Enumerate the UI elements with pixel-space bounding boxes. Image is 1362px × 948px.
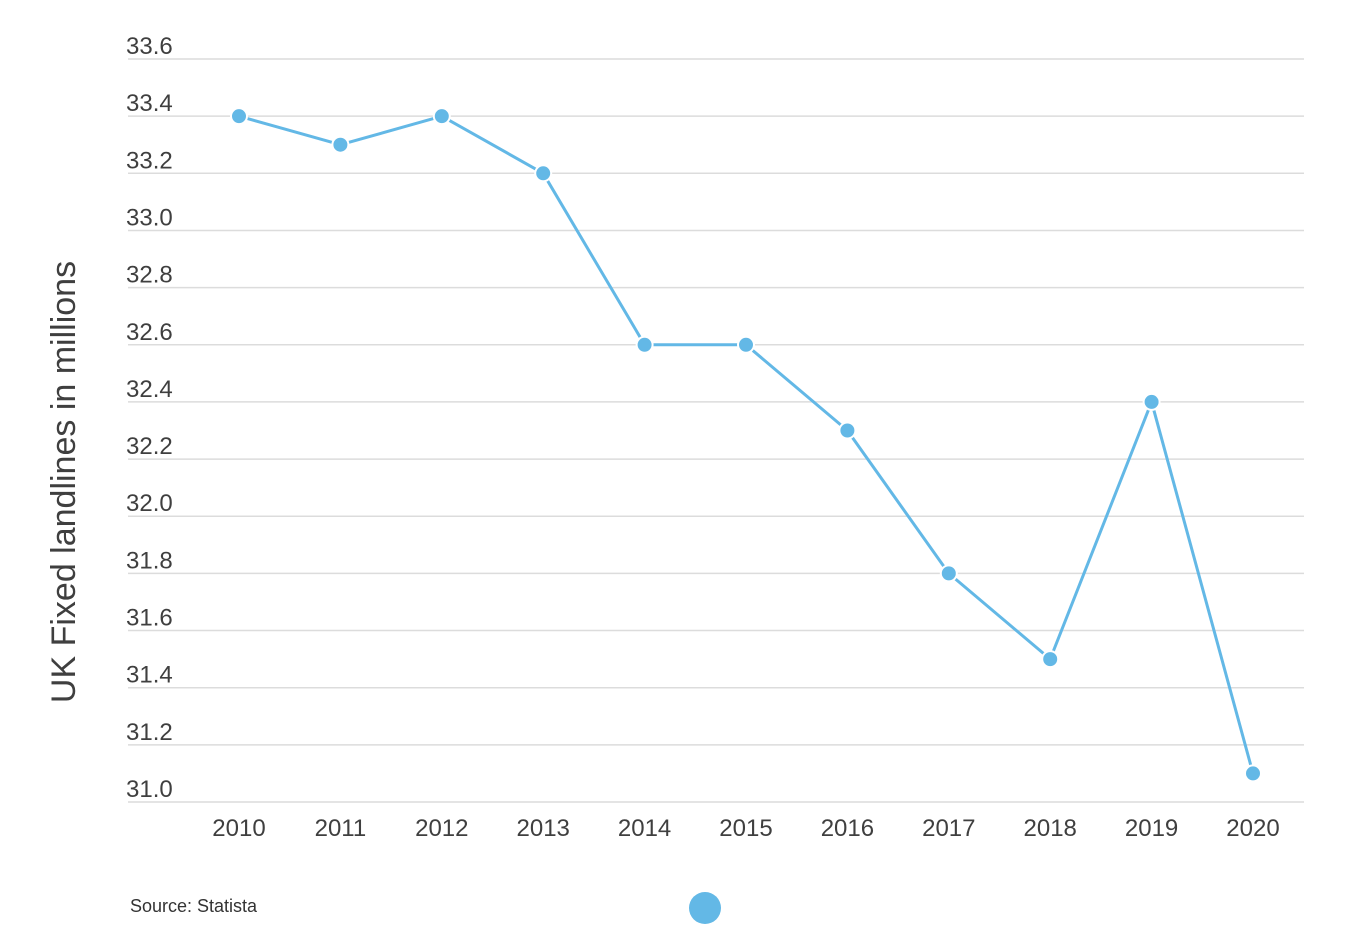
y-tick-label: 32.4 [126, 376, 173, 403]
data-point[interactable] [1142, 392, 1161, 411]
x-tick-label: 2014 [618, 815, 671, 842]
x-tick-label: 2019 [1125, 815, 1178, 842]
data-point[interactable] [1041, 650, 1060, 669]
series-line [238, 114, 1255, 774]
data-point[interactable] [737, 335, 755, 354]
x-tick-label: 2010 [212, 815, 265, 842]
y-tick-label: 32.0 [126, 490, 173, 517]
data-point[interactable] [1244, 764, 1262, 783]
y-tick-label: 31.4 [126, 662, 173, 689]
y-axis-label: UK Fixed landlines in millions [45, 261, 83, 703]
y-tick-label: 33.2 [126, 147, 173, 174]
data-point[interactable] [432, 107, 451, 126]
x-tick-label: 2020 [1226, 815, 1279, 842]
y-tick-labels: 31.0 31.2 31.4 31.6 31.8 32.0 32.2 32.4 32.6 32.8… [126, 33, 173, 803]
x-tick-label: 2012 [415, 815, 468, 842]
legend-marker[interactable] [689, 892, 721, 924]
x-tick-labels: 2010 2011 2012 2013 2014 2015 2016 2017 2018 2019… [212, 815, 1279, 842]
y-tick-label: 33.4 [126, 90, 173, 117]
x-tick-label: 2018 [1024, 815, 1077, 842]
source-note: Source: Statista [130, 896, 258, 916]
y-tick-label: 31.8 [126, 547, 173, 574]
data-point[interactable] [939, 564, 958, 583]
y-tick-label: 32.8 [126, 262, 173, 289]
x-tick-label: 2013 [517, 815, 570, 842]
y-tick-label: 32.2 [126, 433, 173, 460]
y-tick-label: 31.0 [126, 776, 173, 803]
data-point[interactable] [838, 421, 857, 440]
grid-lines [128, 58, 1304, 803]
y-tick-label: 32.6 [126, 319, 173, 346]
data-point[interactable] [230, 107, 248, 126]
y-tick-label: 33.6 [126, 33, 173, 60]
data-point[interactable] [534, 164, 553, 183]
data-point[interactable] [331, 135, 350, 154]
x-tick-label: 2011 [315, 815, 367, 842]
x-tick-label: 2016 [821, 815, 874, 842]
y-tick-label: 31.6 [126, 605, 173, 632]
data-point[interactable] [635, 335, 654, 354]
series-layer [230, 107, 1262, 783]
x-tick-label: 2017 [922, 815, 975, 842]
y-tick-label: 33.0 [126, 204, 173, 231]
x-tick-label: 2015 [719, 815, 772, 842]
y-tick-label: 31.2 [126, 719, 173, 746]
